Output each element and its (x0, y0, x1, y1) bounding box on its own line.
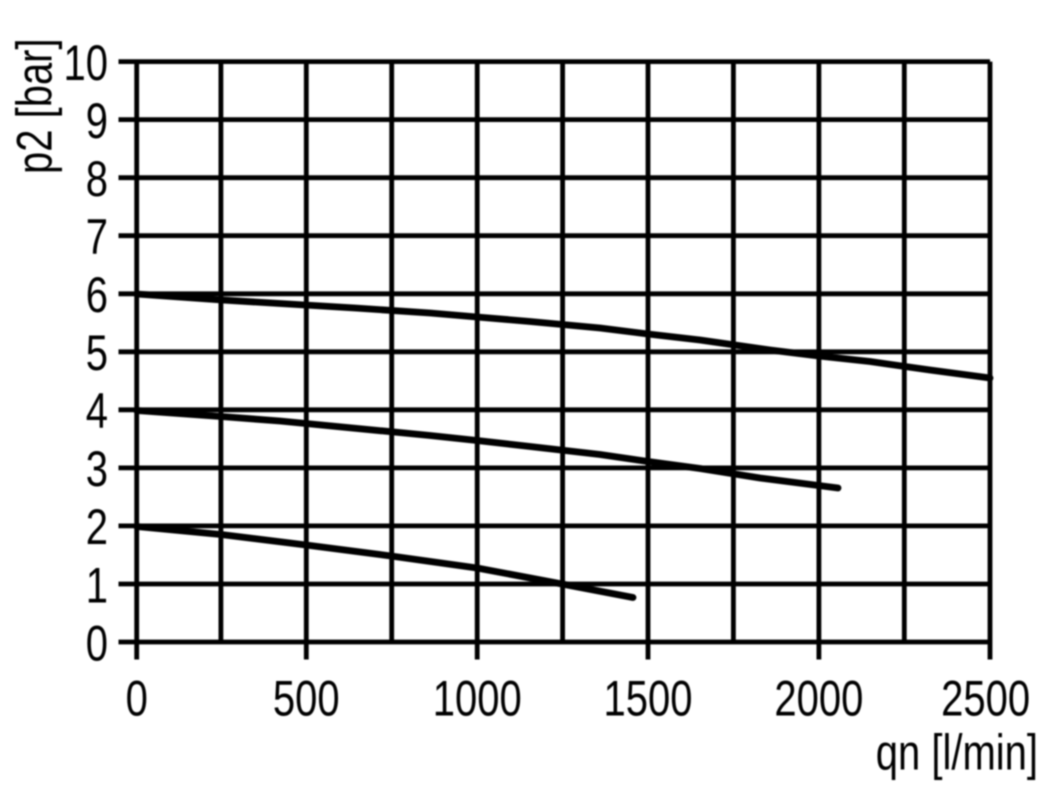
svg-text:7: 7 (86, 209, 108, 265)
svg-text:4: 4 (86, 383, 108, 439)
svg-text:1000: 1000 (433, 670, 522, 726)
svg-text:1: 1 (86, 557, 108, 613)
svg-text:10: 10 (64, 35, 108, 91)
svg-text:0: 0 (126, 670, 148, 726)
svg-text:5: 5 (86, 325, 108, 381)
svg-text:6: 6 (86, 267, 108, 323)
svg-text:2500: 2500 (941, 670, 1030, 726)
svg-text:2: 2 (86, 499, 108, 555)
svg-text:1500: 1500 (604, 670, 693, 726)
svg-text:500: 500 (273, 670, 340, 726)
svg-text:p2 [bar]: p2 [bar] (6, 38, 62, 174)
svg-text:qn [l/min]: qn [l/min] (876, 724, 1038, 780)
svg-text:0: 0 (86, 615, 108, 671)
svg-text:2000: 2000 (774, 670, 863, 726)
svg-text:8: 8 (86, 151, 108, 207)
svg-text:3: 3 (86, 441, 108, 497)
svg-text:9: 9 (86, 93, 108, 149)
